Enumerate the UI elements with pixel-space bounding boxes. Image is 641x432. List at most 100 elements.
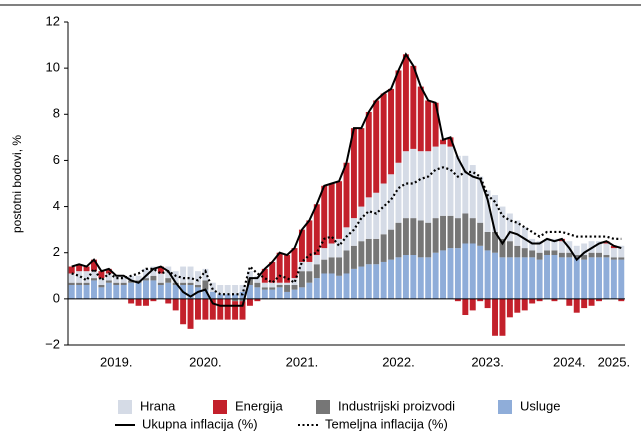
bar-segment [514, 220, 521, 246]
bar-segment [484, 190, 491, 232]
bar-segment [388, 174, 395, 230]
bar-segment [232, 298, 239, 302]
bar-segment [135, 282, 142, 299]
bar-segment [194, 271, 201, 286]
bar-segment [343, 273, 350, 299]
bar-segment [157, 266, 164, 274]
bar-segment [395, 162, 402, 223]
bar-segment [76, 285, 83, 299]
bar-segment [269, 287, 276, 290]
bar-segment [113, 282, 120, 286]
bar-segment [358, 241, 365, 267]
bar-segment [284, 285, 291, 292]
bar-segment [477, 176, 484, 223]
bar-segment [224, 285, 231, 295]
bar-segment [239, 285, 246, 292]
bar-segment [358, 206, 365, 242]
bar-segment [573, 255, 580, 258]
bar-segment [120, 282, 127, 286]
bar-segment [551, 255, 558, 299]
bar-segment [83, 266, 90, 272]
bar-segment [454, 298, 461, 302]
bar-segment [603, 257, 610, 299]
bar-segment [246, 271, 253, 279]
bar-segment [128, 275, 135, 281]
bar-segment [373, 238, 380, 265]
bar-segment [573, 257, 580, 299]
line-series [71, 52, 622, 307]
bar-segment [254, 282, 261, 288]
bar-segment [380, 261, 387, 299]
bar-segment [321, 185, 328, 249]
bar-segment [217, 294, 224, 299]
bar-segment [217, 298, 224, 320]
bar-segment [581, 259, 588, 299]
bar-segment [194, 285, 201, 288]
bar-segment [350, 268, 357, 299]
bar-segment [143, 298, 149, 306]
legend-label: Energija [235, 398, 283, 413]
bar-segment [336, 181, 343, 239]
bar-segment [261, 282, 268, 288]
bar-segment [521, 257, 528, 299]
bar-segment [120, 275, 127, 283]
line-series [71, 166, 622, 296]
bar-segment [432, 252, 439, 299]
legend-label: Usluge [520, 398, 560, 413]
bar-segment [410, 255, 417, 299]
bar-segment [209, 298, 216, 320]
bar-segment [232, 285, 239, 295]
bar-segment [581, 255, 588, 260]
legend-label: Hrana [140, 398, 176, 413]
bar-segment [432, 102, 439, 147]
bar-segment [365, 238, 372, 265]
bar-segment [261, 287, 268, 290]
bar-segment [150, 280, 157, 299]
bar-segment [276, 252, 283, 283]
bar-segment [98, 271, 105, 279]
bar-segment [603, 255, 610, 258]
bar-segment [336, 257, 343, 276]
bar-segment [402, 151, 409, 219]
bar-segment [143, 268, 149, 279]
bar-segment [499, 298, 506, 336]
bar-segment [544, 238, 550, 251]
bar-segment [447, 146, 454, 216]
bar-segment [440, 144, 447, 216]
bar-segment [596, 252, 602, 258]
x-tick-label: 2023. [471, 354, 504, 369]
bar-segment [492, 298, 499, 336]
bar-segment [350, 218, 357, 246]
bar-segment [202, 280, 209, 290]
bar-segment [98, 278, 105, 286]
bar-segment [618, 245, 625, 258]
x-tick-label: 2019. [100, 354, 133, 369]
bar-segment [321, 259, 328, 274]
bar-segment [313, 264, 320, 279]
bar-segment [313, 278, 320, 299]
bar-segment [313, 204, 320, 256]
bar-segment [224, 294, 231, 299]
bar-segment [477, 298, 484, 302]
bar-segment [291, 285, 298, 290]
bar-segment [224, 298, 231, 320]
bar-segment [157, 273, 164, 283]
bar-segment [506, 213, 513, 242]
bar-segment [239, 291, 246, 299]
bar-segment [462, 213, 469, 244]
bar-segment [105, 280, 112, 283]
bar-segment [358, 266, 365, 299]
bar-segment [343, 250, 350, 274]
bar-segment [618, 298, 625, 302]
bar-segment [388, 88, 395, 175]
bar-segment [284, 282, 291, 286]
y-axis-label: postotni bodovi, % [10, 135, 24, 233]
bar-segment [388, 259, 395, 299]
bar-segment [254, 298, 261, 302]
bar-segment [536, 241, 543, 253]
bar-segment [581, 298, 588, 309]
bar-segment [425, 151, 432, 223]
bar-segment [566, 298, 573, 306]
bar-segment [395, 257, 402, 299]
